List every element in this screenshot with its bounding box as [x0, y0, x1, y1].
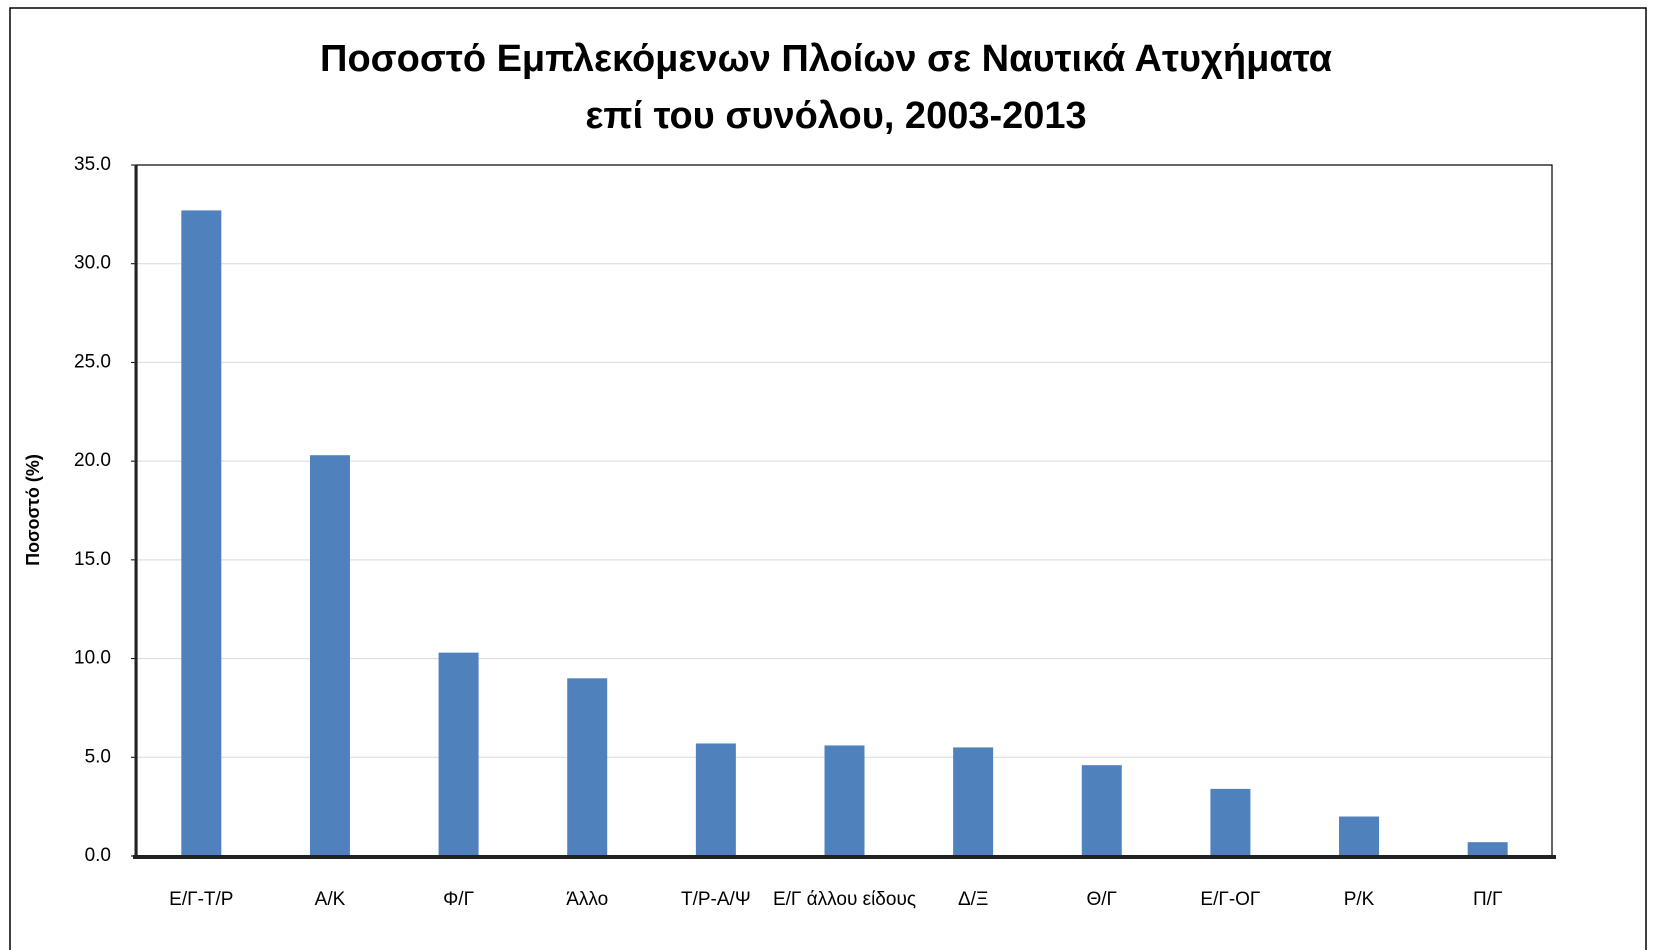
y-tick-label: 15.0 — [74, 549, 111, 570]
y-tick-label: 20.0 — [74, 450, 111, 471]
frame — [9, 7, 1647, 950]
y-tick-label: 5.0 — [85, 746, 111, 767]
bar — [567, 678, 608, 856]
x-tick-label: Τ/Ρ-Α/Ψ — [681, 889, 751, 910]
x-tick-label: Θ/Γ — [1087, 889, 1118, 910]
bar — [824, 745, 865, 856]
y-tick-label: 30.0 — [74, 253, 111, 274]
x-tick-label: Φ/Γ — [443, 889, 474, 910]
bar — [1467, 842, 1508, 856]
y-tick-label: 35.0 — [74, 154, 111, 175]
bar — [438, 652, 479, 856]
bar — [695, 743, 736, 856]
x-tick-label: Ρ/Κ — [1344, 889, 1375, 910]
chart-title: επί του συνόλου, 2003-2013 — [585, 95, 1086, 137]
chart-title: Ποσοστό Εμπλεκόμενων Πλοίων σε Ναυτικά Α… — [320, 38, 1332, 80]
x-tick-label: Α/Κ — [315, 889, 346, 910]
x-tick-label: Ε/Γ άλλου είδους — [773, 889, 916, 910]
bar — [953, 747, 994, 856]
y-tick-label: 25.0 — [74, 351, 111, 372]
bar — [1210, 788, 1251, 856]
x-tick-label: Δ/Ξ — [958, 889, 988, 910]
x-tick-label: Ε/Γ-Τ/Ρ — [169, 889, 233, 910]
y-axis-label: Ποσοστό (%) — [23, 454, 43, 566]
x-tick-label: Ε/Γ-ΟΓ — [1200, 889, 1260, 910]
y-tick-label: 0.0 — [85, 845, 111, 866]
y-tick-label: 10.0 — [74, 648, 111, 669]
bar — [1081, 765, 1122, 856]
bar — [309, 455, 350, 856]
bar — [1339, 816, 1380, 856]
x-tick-label: Άλλο — [566, 889, 608, 910]
x-tick-label: Π/Γ — [1473, 889, 1502, 910]
bar — [181, 210, 222, 856]
